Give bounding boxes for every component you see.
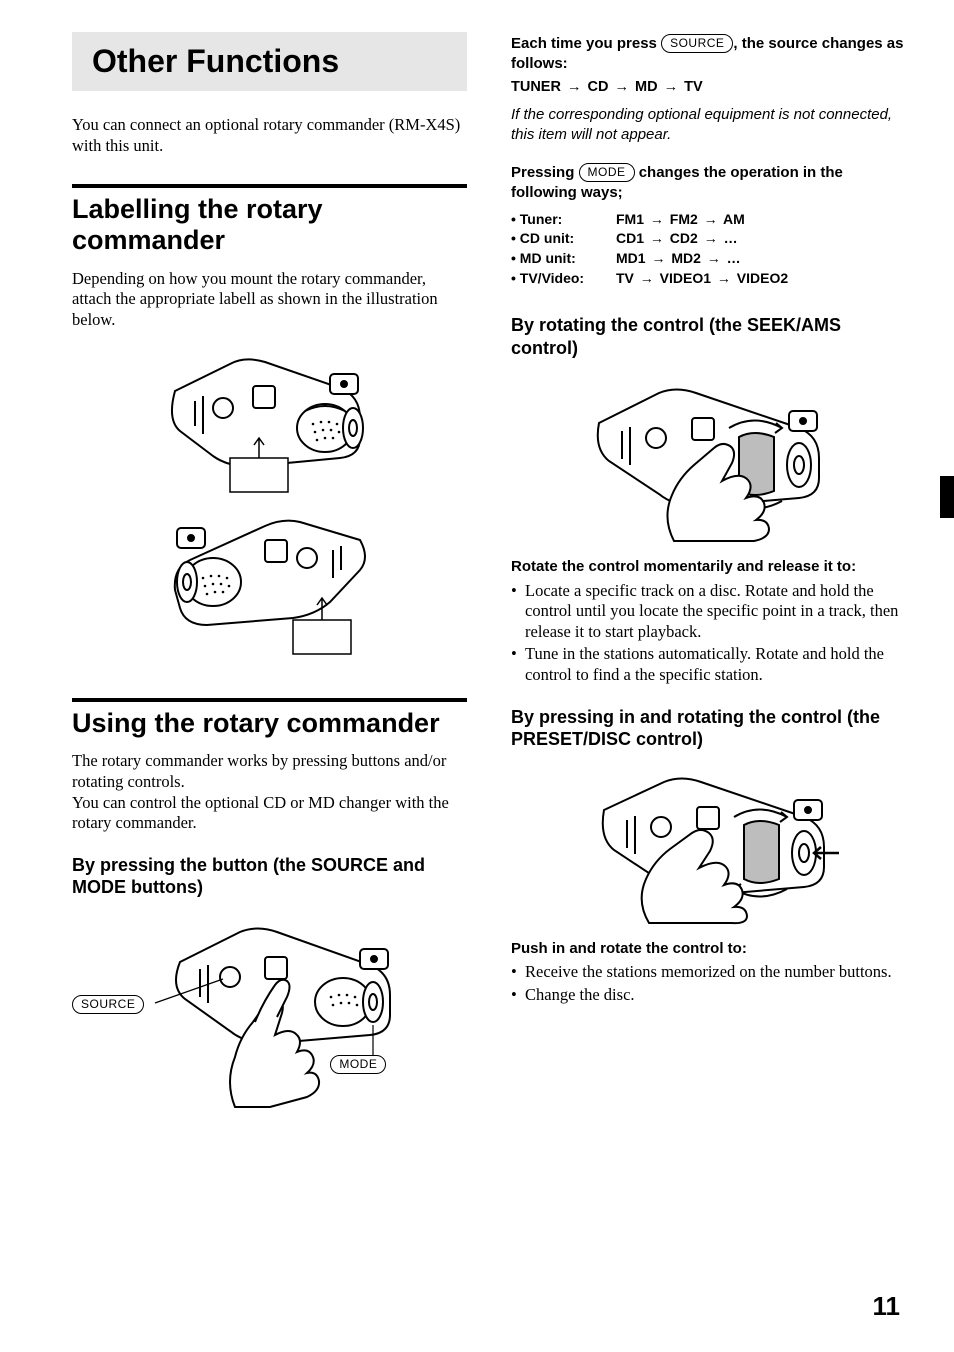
rotate-bullets: Locate a specific track on a disc. Rotat… xyxy=(511,581,906,686)
mode-press-line: Pressing MODE changes the operation in t… xyxy=(511,163,906,204)
heading-by-push-rotate: By pressing in and rotating the control … xyxy=(511,706,906,751)
list-item: Receive the stations memorized on the nu… xyxy=(511,962,906,983)
rotate-subhead: Rotate the control momentarily and relea… xyxy=(511,557,906,577)
using-body-1: The rotary commander works by pressing b… xyxy=(72,751,467,792)
labelling-body: Depending on how you mount the rotary co… xyxy=(72,269,467,331)
heading-labelling: Labelling the rotary commander xyxy=(72,194,467,256)
note-optional: If the corresponding optional equipment … xyxy=(511,105,906,146)
heading-by-rotating: By rotating the control (the SEEK/AMS co… xyxy=(511,314,906,359)
right-column: Each time you press SOURCE, the source c… xyxy=(511,20,906,1150)
list-item: Locate a specific track on a disc. Rotat… xyxy=(511,581,906,643)
figure-label-1 xyxy=(72,346,467,496)
section-title-box: Other Functions xyxy=(72,32,467,91)
mode-row: • CD unit:CD1 → CD2 → … xyxy=(511,229,906,248)
mode-callout: MODE xyxy=(330,1055,386,1074)
section-rule xyxy=(72,184,467,188)
source-press-line: Each time you press SOURCE, the source c… xyxy=(511,34,906,75)
push-bullets: Receive the stations memorized on the nu… xyxy=(511,962,906,1005)
mode-row: • MD unit:MD1 → MD2 → … xyxy=(511,249,906,268)
push-subhead: Push in and rotate the control to: xyxy=(511,939,906,959)
mode-label-inline: MODE xyxy=(579,163,635,182)
intro-text: You can connect an optional rotary comma… xyxy=(72,115,467,156)
mode-rows: • Tuner:FM1 → FM2 → AM• CD unit:CD1 → CD… xyxy=(511,210,906,289)
heading-by-pressing: By pressing the button (the SOURCE and M… xyxy=(72,854,467,899)
figure-rotate xyxy=(511,373,906,543)
list-item: Tune in the stations automatically. Rota… xyxy=(511,644,906,685)
mode-row: • TV/Video:TV → VIDEO1 → VIDEO2 xyxy=(511,269,906,288)
figure-push-rotate xyxy=(511,765,906,925)
left-column: Other Functions You can connect an optio… xyxy=(72,20,467,1150)
source-label-inline: SOURCE xyxy=(661,34,733,53)
list-item: Change the disc. xyxy=(511,985,906,1006)
section-title: Other Functions xyxy=(92,44,451,79)
figure-press: SOURCE MODE xyxy=(72,907,467,1136)
edge-tab-marker xyxy=(940,476,954,518)
heading-using: Using the rotary commander xyxy=(72,708,467,739)
using-body-2: You can control the optional CD or MD ch… xyxy=(72,793,467,834)
figure-label-2 xyxy=(72,510,467,670)
section-rule-2 xyxy=(72,698,467,702)
page-number: 11 xyxy=(873,1291,901,1322)
mode-row: • Tuner:FM1 → FM2 → AM xyxy=(511,210,906,229)
source-sequence: TUNER → CD → MD → TV xyxy=(511,79,906,95)
source-callout: SOURCE xyxy=(72,995,144,1014)
